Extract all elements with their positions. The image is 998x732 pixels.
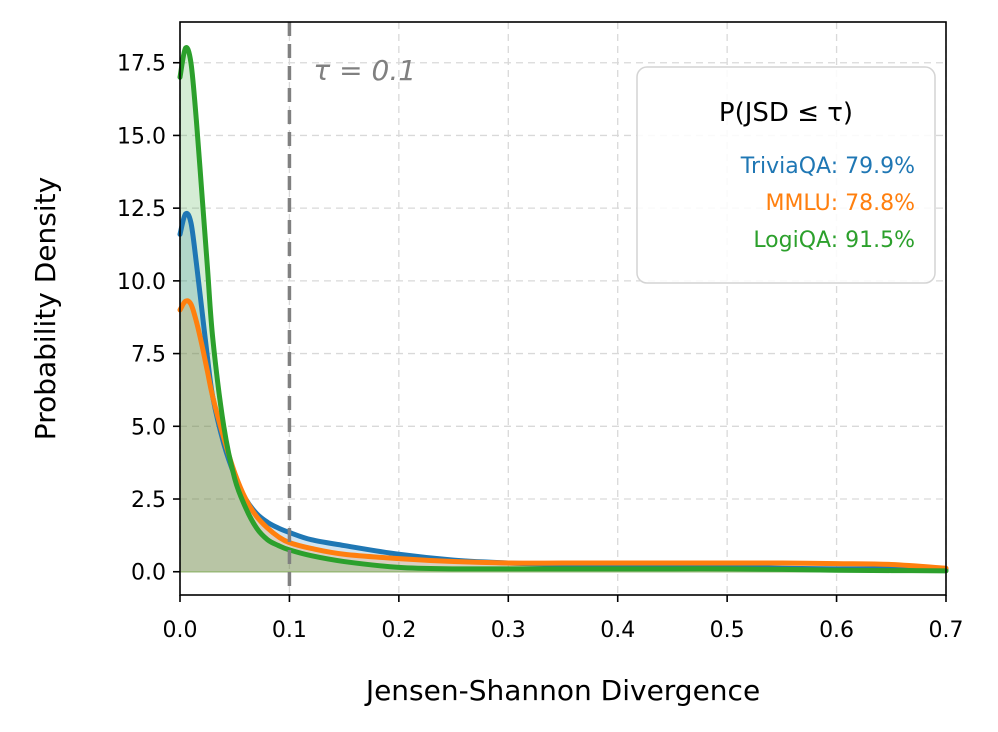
x-tick-label-2: 0.2	[381, 618, 416, 643]
y-tick-label-4: 10.0	[117, 270, 166, 295]
legend-entry-2: LogiQA: 91.5%	[753, 228, 915, 253]
threshold-label: τ = 0.1	[313, 54, 416, 87]
legend-entries: TriviaQA: 79.9% MMLU: 78.8% LogiQA: 91.5%	[740, 154, 915, 253]
x-tick-label-1: 0.1	[272, 618, 307, 643]
x-axis-label: Jensen-Shannon Divergence	[364, 674, 760, 707]
x-axis-ticks: 0.0 0.1 0.2 0.3 0.4 0.5 0.6 0.7	[163, 595, 964, 643]
density-line-mmlu	[177, 298, 949, 571]
x-tick-label-7: 0.7	[929, 618, 964, 643]
y-tick-label-7: 17.5	[117, 52, 166, 77]
y-tick-label-5: 12.5	[117, 197, 166, 222]
density-fill-triviaqa	[180, 213, 946, 572]
y-tick-label-0: 0.0	[131, 561, 166, 586]
x-tick-label-0: 0.0	[163, 618, 198, 643]
density-fills	[180, 47, 946, 572]
y-tick-label-6: 15.0	[117, 124, 166, 149]
y-axis-ticks: 0.0 2.5 5.0 7.5 10.0 12.5 15.0 17.5	[117, 52, 180, 586]
x-tick-label-6: 0.6	[819, 618, 854, 643]
y-tick-label-1: 2.5	[131, 488, 166, 513]
y-tick-label-2: 5.0	[131, 415, 166, 440]
x-tick-label-3: 0.3	[491, 618, 526, 643]
x-tick-label-5: 0.5	[710, 618, 745, 643]
legend-title: P(JSD ≤ τ)	[719, 98, 853, 128]
legend-entry-0: TriviaQA: 79.9%	[740, 154, 915, 179]
y-tick-label-3: 7.5	[131, 343, 166, 368]
density-fill-mmlu	[180, 300, 946, 572]
density-line-logiqa	[177, 45, 949, 574]
x-tick-label-4: 0.4	[600, 618, 635, 643]
y-axis-label: Probability Density	[29, 177, 62, 440]
legend: P(JSD ≤ τ) TriviaQA: 79.9% MMLU: 78.8% Log…	[636, 66, 936, 284]
legend-entry-1: MMLU: 78.8%	[765, 191, 915, 216]
plot-frame	[179, 21, 947, 596]
legend-box	[636, 66, 936, 284]
